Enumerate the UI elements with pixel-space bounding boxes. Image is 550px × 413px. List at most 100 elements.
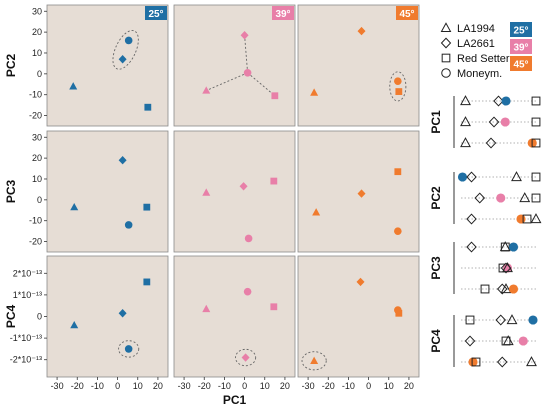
panel-background (46, 130, 169, 253)
point-la1994 (202, 86, 211, 94)
point-la1994 (310, 88, 319, 96)
legend-label: Moneym. (457, 68, 502, 80)
y-tick-label: -10 (29, 216, 42, 226)
panel-pc2-2: 45° (297, 4, 420, 127)
rank-marker-circle (502, 263, 513, 273)
rank-marker-circle (508, 284, 519, 294)
panel-pc3-0: -20 -10 0 10 20 30 (29, 130, 169, 253)
y-axis-label-pc3: PC3 (4, 180, 18, 204)
rank-marker-circle (468, 357, 478, 367)
legend-label: LA2661 (457, 38, 495, 50)
rank-panel-pc3: PC3 (429, 241, 536, 295)
temperature-label: 25° (148, 9, 163, 20)
legend-circle-icon (441, 68, 451, 78)
legend-label: Red Setter (457, 53, 510, 65)
rank-panel-label: PC1 (429, 110, 443, 134)
point-moneym- (244, 234, 253, 243)
x-tick-label: -30 (302, 381, 315, 391)
rank-marker-triangle (502, 335, 514, 346)
rank-marker-triangle (502, 262, 513, 273)
point-moneym- (394, 77, 402, 85)
rank-panel-pc2: PC2 (429, 171, 542, 225)
point-la1994 (312, 208, 321, 216)
rank-marker-square (531, 117, 541, 127)
cluster-ellipse (301, 351, 327, 371)
panel-background (173, 255, 296, 378)
connector-line (247, 72, 276, 97)
y-tick-label: 0 (37, 312, 42, 322)
point-la2661 (118, 55, 127, 64)
point-red-setter (143, 203, 151, 211)
rank-marker-diamond (464, 335, 476, 347)
x-tick-label: -20 (322, 381, 335, 391)
point-la1994 (310, 356, 319, 364)
x-tick-label: 10 (133, 381, 143, 391)
temperature-label: 39° (275, 9, 290, 20)
point-moneym- (394, 227, 402, 235)
y-tick-label: 20 (32, 153, 42, 163)
rank-marker-diamond (466, 171, 477, 183)
x-tick-label: -20 (71, 381, 84, 391)
point-la2661 (239, 182, 248, 191)
rank-marker-triangle (500, 283, 512, 294)
point-la1994 (202, 188, 211, 196)
legend-temperature-swatch (510, 56, 532, 71)
rank-marker-diamond (474, 192, 486, 204)
rank-marker-triangle (530, 213, 542, 224)
x-tick-label: -10 (342, 381, 355, 391)
rank-panel-label: PC4 (429, 329, 443, 353)
legend-temperature-label: 25° (513, 26, 528, 37)
temperature-label: 45° (399, 9, 414, 20)
y-axis-label-pc2: PC2 (4, 54, 18, 78)
point-red-setter (395, 88, 403, 95)
point-red-setter (271, 92, 279, 100)
x-tick-label: 0 (366, 381, 371, 391)
point-la2661 (357, 189, 366, 198)
point-red-setter (270, 303, 278, 311)
x-tick-label: -30 (178, 381, 191, 391)
panel-background (173, 4, 296, 127)
x-tick-label: 20 (280, 381, 290, 391)
rank-marker-circle (496, 193, 506, 203)
x-tick-label: 20 (153, 381, 163, 391)
x-tick-label: 10 (260, 381, 270, 391)
rank-marker-square (471, 357, 481, 367)
point-moneym- (394, 306, 402, 314)
rank-marker-diamond (496, 356, 508, 368)
point-la1994 (202, 304, 211, 313)
rank-marker-diamond (466, 241, 477, 253)
legend-temperature-swatch (510, 39, 532, 54)
x-tick-label: -10 (91, 381, 104, 391)
point-moneym- (124, 36, 133, 45)
x-tick-label: 0 (115, 381, 120, 391)
rank-marker-circle (508, 242, 519, 252)
y-tick-label: 10 (32, 48, 42, 58)
x-tick-label: -10 (218, 381, 231, 391)
y-tick-label: -20 (29, 237, 42, 247)
legend-temperature-label: 45° (513, 60, 528, 71)
panel-pc4-0: -2*10⁻¹³ -1*10⁻¹³ 0 1*10⁻¹³ 2*10⁻¹³ -30 -20 -10… (10, 255, 169, 391)
y-axis-label-pc4: PC4 (4, 305, 18, 329)
point-la2661 (357, 26, 366, 36)
rank-marker-circle (457, 172, 468, 182)
legend-temperature-swatch (510, 22, 532, 37)
point-la2661 (356, 277, 365, 287)
legend-diamond-icon (440, 37, 452, 49)
rank-marker-circle (516, 214, 526, 224)
rank-marker-square (531, 96, 541, 106)
rank-marker-triangle (499, 241, 511, 252)
x-tick-label: -30 (51, 381, 64, 391)
legend-temperature-label: 39° (513, 43, 528, 54)
rank-panel-label: PC3 (429, 256, 443, 280)
point-la1994 (70, 202, 79, 211)
legend-triangle-icon (440, 22, 452, 33)
rank-marker-square (480, 284, 490, 294)
rank-marker-diamond (466, 213, 477, 225)
y-tick-label: 30 (32, 6, 42, 16)
point-red-setter (143, 278, 151, 286)
y-tick-label: 2*10⁻¹³ (13, 268, 42, 278)
point-la2661 (118, 309, 127, 318)
rank-marker-triangle (460, 137, 471, 148)
rank-marker-diamond (493, 95, 504, 107)
